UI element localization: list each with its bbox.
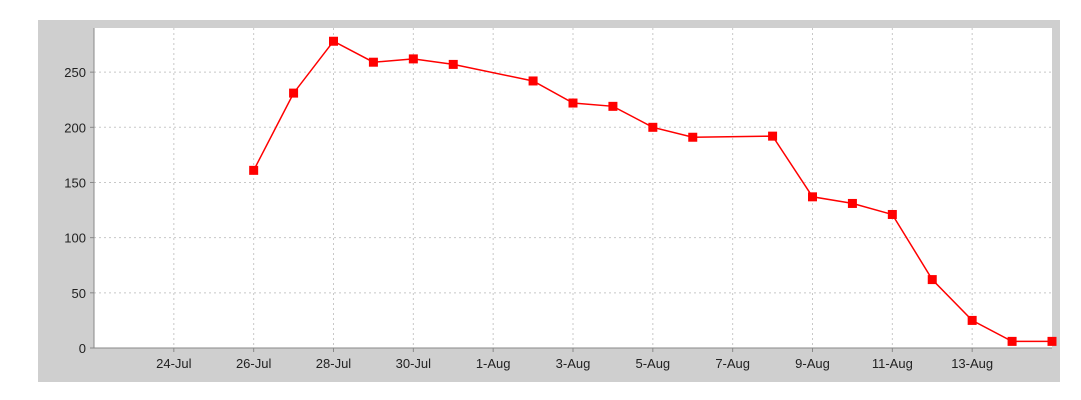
x-tick-label: 24-Jul	[156, 356, 192, 371]
y-tick-label: 0	[79, 341, 86, 356]
y-tick-label: 50	[72, 286, 86, 301]
x-tick-label: 28-Jul	[316, 356, 352, 371]
x-tick-label: 13-Aug	[951, 356, 993, 371]
chart-frame: 0 50 100 150 200 250 24-Jul 26-Jul 28-Jul 30-Jul 1…	[38, 20, 1060, 382]
y-tick-label: 200	[64, 120, 86, 135]
data-point-marker[interactable]	[927, 275, 937, 285]
x-tick-label: 26-Jul	[236, 356, 272, 371]
data-point-marker[interactable]	[768, 131, 778, 141]
line-chart: 0 50 100 150 200 250 24-Jul 26-Jul 28-Jul 30-Jul 1…	[64, 28, 1057, 371]
data-point-marker[interactable]	[329, 36, 338, 46]
x-tick-label: 11-Aug	[872, 356, 913, 371]
data-point-marker[interactable]	[528, 76, 538, 86]
y-tick-label: 150	[64, 175, 86, 190]
data-point-marker[interactable]	[1007, 336, 1017, 346]
x-tick-label: 3-Aug	[556, 356, 591, 371]
data-point-marker[interactable]	[448, 59, 458, 69]
data-point-marker[interactable]	[887, 209, 897, 219]
data-point-marker[interactable]	[648, 122, 658, 132]
data-point-marker[interactable]	[608, 101, 618, 111]
data-point-marker[interactable]	[688, 132, 698, 142]
x-tick-label: 1-Aug	[476, 356, 511, 371]
x-tick-label: 30-Jul	[396, 356, 432, 371]
data-point-marker[interactable]	[847, 198, 857, 208]
x-tick-label: 5-Aug	[635, 356, 670, 371]
data-point-marker[interactable]	[289, 88, 299, 98]
x-tick-label: 9-Aug	[795, 356, 830, 371]
x-tick-label: 7-Aug	[715, 356, 750, 371]
data-point-marker[interactable]	[808, 192, 817, 202]
y-tick-label: 100	[64, 231, 86, 246]
data-point-marker[interactable]	[568, 98, 578, 108]
data-point-marker[interactable]	[967, 315, 977, 325]
data-point-marker[interactable]	[249, 165, 259, 175]
data-point-marker[interactable]	[368, 57, 378, 67]
y-tick-label: 250	[64, 65, 86, 80]
data-point-marker[interactable]	[1047, 336, 1057, 346]
data-point-marker[interactable]	[408, 54, 418, 64]
